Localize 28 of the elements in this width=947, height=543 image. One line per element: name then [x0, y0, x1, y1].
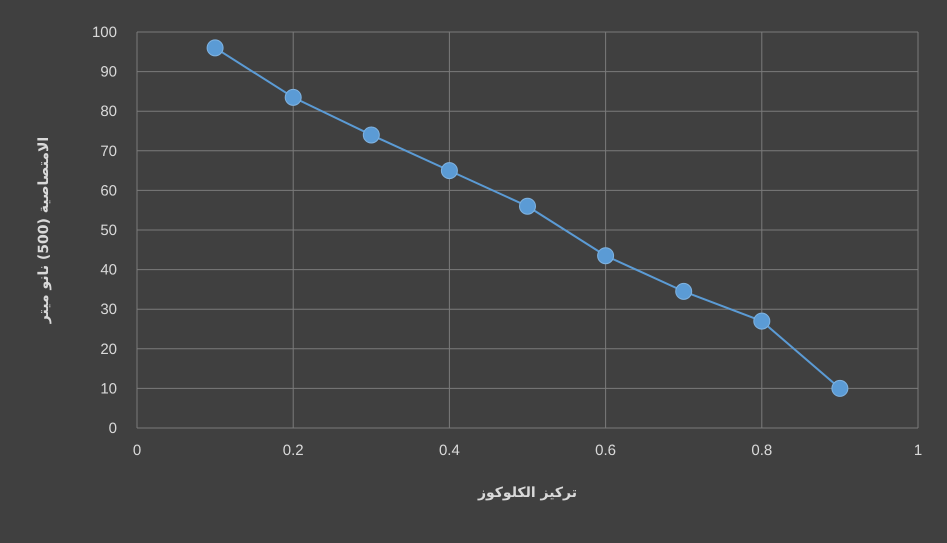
point	[519, 198, 536, 215]
x-tick-label: 0.2	[282, 442, 304, 459]
x-tick-label: 1	[914, 442, 922, 459]
point	[675, 282, 692, 300]
x-tick-label: 0.8	[751, 442, 772, 459]
y-tick-label: 100	[92, 24, 117, 41]
y-axis-title: الامتصاصية (500) نانو ميتر	[36, 136, 52, 324]
x-tick-label: 0.4	[438, 442, 460, 459]
y-tick-label: 0	[108, 420, 117, 437]
x-tick-label: 0.6	[595, 442, 616, 459]
point	[597, 247, 614, 264]
x-axis-title: تركيز الكلوكوز	[476, 485, 578, 501]
y-tick-label: 20	[100, 340, 117, 358]
y-tick-label: 10	[100, 380, 117, 398]
point	[753, 312, 770, 330]
y-tick-label: 40	[100, 262, 117, 279]
point	[831, 380, 848, 397]
point	[362, 126, 380, 144]
point	[440, 162, 458, 180]
y-tick-label: 50	[100, 222, 117, 239]
y-tick-label: 70	[100, 142, 117, 160]
x-tick-label: 0	[132, 442, 142, 459]
point	[284, 88, 302, 106]
y-tick-label: 60	[100, 182, 117, 200]
y-tick-label: 90	[100, 64, 117, 81]
y-tick-label: 80	[100, 103, 117, 120]
point	[206, 39, 224, 56]
y-tick-label: 30	[100, 301, 117, 318]
